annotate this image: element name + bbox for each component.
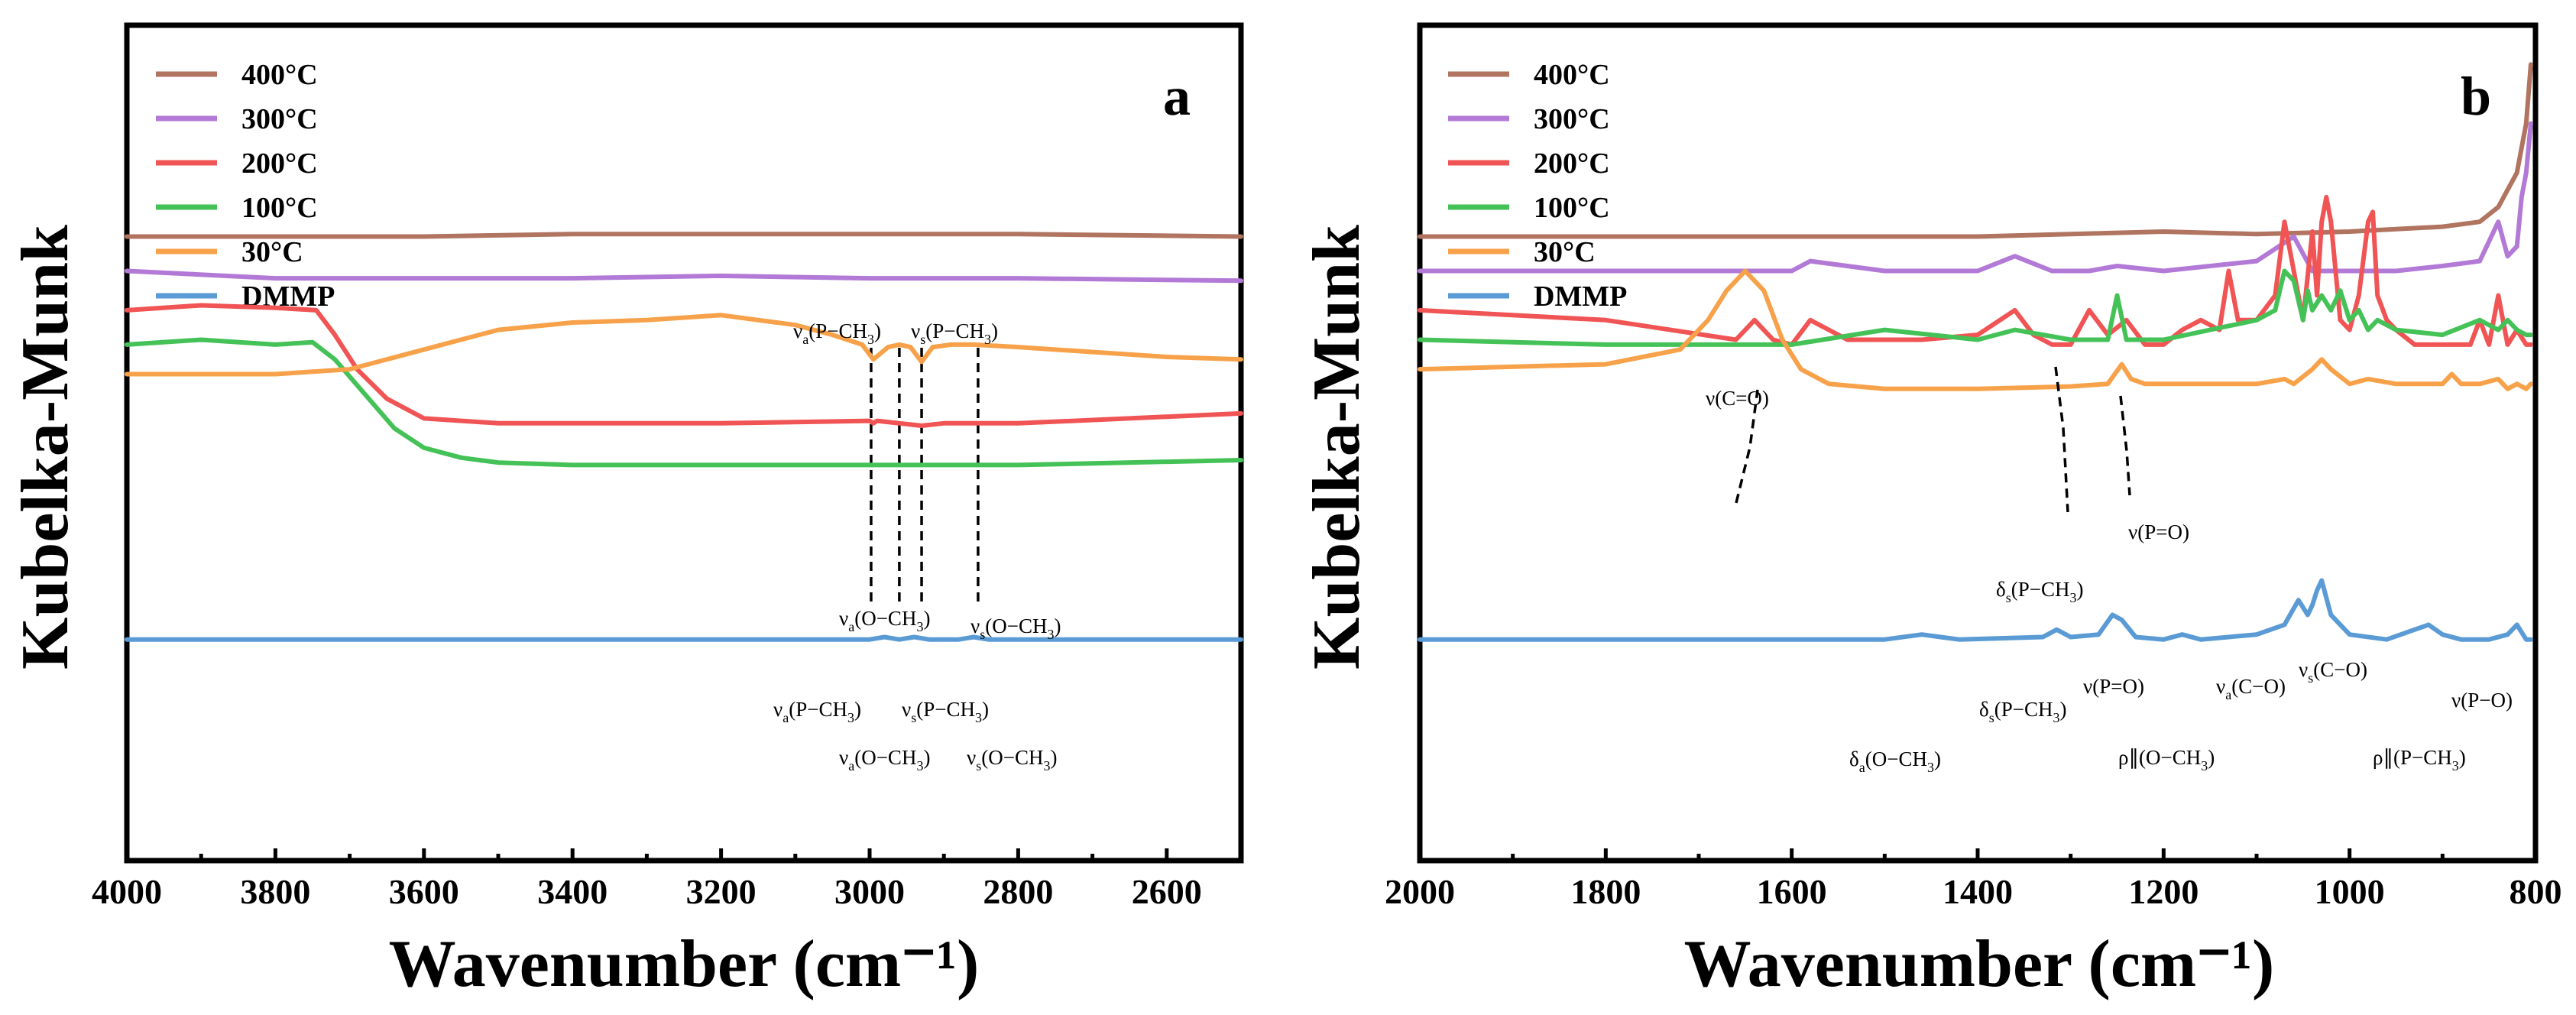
x-tick-label: 4000 [92,872,162,911]
series-line-300C [1418,121,2533,274]
x-tick-label: 1200 [2128,872,2199,911]
series-line-100C [1418,268,2533,347]
panel-b-ylabel: Kubelka-Munk [1300,225,1374,670]
ann-b-ds-pch3: δs(P−CH3) [1996,578,2084,605]
legend-label: 100°C [241,192,318,224]
series-line-400C [125,232,1243,239]
ann-b-dmmp-rho-och3: ρ∥(O−CH3) [2118,746,2215,773]
series-line-100C [125,337,1243,468]
x-tick-label: 3800 [240,872,310,911]
guide-vpo [2119,395,2131,496]
series-line-400C [1418,62,2533,239]
ann-b-dmmp-vpo2: ν(P−O) [2451,689,2513,712]
panel-b-legend: 400°C 300°C 200°C 100°C 30°C DMMP [1448,59,1627,313]
ann-a-dmmp-vs-och3: νs(O−CH3) [967,746,1057,773]
panel-b-xlabel: Wavenumber (cm⁻¹) [1684,927,2275,1001]
panel-a-ylabel: Kubelka-Munk [8,225,83,670]
ann-a-va-pch3: νa(P−CH3) [793,319,881,347]
legend-label: 100°C [1534,192,1610,224]
ann-b-dmmp-vs-co: νs(C−O) [2299,658,2367,686]
x-tick-label: 2600 [1132,872,1202,911]
legend-label: 30°C [1534,236,1596,268]
panel-b: Kubelka-Munk 2000 1800 1600 1400 1200 1000 800… [1300,22,2562,1001]
x-tick-label: 1800 [1570,872,1641,911]
x-tick-label: 3200 [686,872,757,911]
panel-a-series [125,232,1243,642]
legend-label: 400°C [241,59,318,91]
ann-b-dmmp-da-och3: δa(O−CH3) [1849,747,1941,775]
panel-a: Kubelka-Munk 4000 3800 3600 3400 3200 3000 280… [8,22,1244,1001]
x-tick-label: 2000 [1385,872,1455,911]
series-line-DMMP [125,634,1243,642]
ann-b-dmmp-va-co: νa(C−O) [2216,675,2286,702]
series-line-200C [125,303,1243,428]
panel-a-letter: a [1163,66,1191,127]
legend-label: 200°C [1534,148,1610,180]
x-tick-label: 2800 [983,872,1053,911]
ann-a-dmmp-va-och3: νa(O−CH3) [839,746,930,773]
x-tick-label: 1600 [1757,872,1827,911]
ann-b-dmmp-vpo: ν(P=O) [2083,675,2144,698]
panel-a-marker-lines [870,348,980,604]
legend-label: 30°C [241,236,303,268]
ann-b-vpo: ν(P=O) [2128,520,2189,543]
panel-a-frame [124,22,1244,864]
series-line-30C [125,313,1243,377]
guide-ds-pch3 [2054,366,2069,513]
panel-a-xlabel: Wavenumber (cm⁻¹) [389,927,980,1001]
ann-a-dmmp-vs-pch3: νs(P−CH3) [902,698,989,725]
series-line-DMMP [1418,578,2533,642]
x-tick-label: 3000 [834,872,905,911]
series-line-300C [125,268,1243,284]
guide-co [1735,389,1759,504]
ann-a-va-och3: νa(O−CH3) [839,607,930,634]
ann-b-dmmp-rho-pch3: ρ∥(P−CH3) [2373,746,2466,773]
legend-label: 300°C [241,103,318,135]
x-tick-label: 1400 [1943,872,2013,911]
legend-label: 200°C [241,148,318,180]
x-tick-label: 800 [2510,872,2562,911]
x-tick-label: 3400 [537,872,608,911]
ann-a-dmmp-va-pch3: νa(P−CH3) [773,698,861,725]
series-line-200C [1418,195,2533,347]
legend-label: 300°C [1534,103,1610,135]
x-tick-label: 1000 [2315,872,2385,911]
panel-b-letter: b [2461,66,2491,127]
ann-b-co: ν(C=O) [1706,387,1769,410]
legend-label: DMMP [1534,281,1627,313]
ann-b-dmmp-ds-pch3: δs(P−CH3) [1979,698,2067,725]
x-tick-label: 3600 [389,872,459,911]
series-line-30C [1418,268,2533,391]
panel-b-series [1418,62,2533,642]
legend-label: 400°C [1534,59,1610,91]
